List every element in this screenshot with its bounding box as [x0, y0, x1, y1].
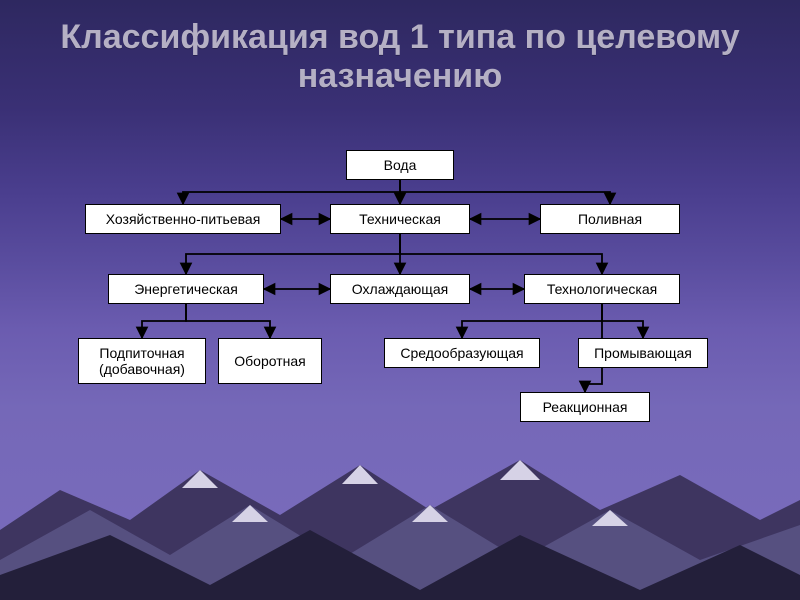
node-podpit: Подпиточная (добавочная) [78, 338, 206, 384]
node-label: Подпиточная (добавочная) [83, 345, 201, 377]
node-oborot: Оборотная [218, 338, 322, 384]
node-hoz: Хозяйственно-питьевая [85, 204, 281, 234]
node-label: Хозяйственно-питьевая [106, 211, 261, 227]
node-label: Энергетическая [134, 281, 238, 297]
node-promy: Промывающая [578, 338, 708, 368]
node-tech: Техническая [330, 204, 470, 234]
node-label: Техническая [359, 211, 441, 227]
node-label: Технологическая [547, 281, 657, 297]
node-energ: Энергетическая [108, 274, 264, 304]
node-label: Средообразующая [400, 345, 523, 361]
node-techno: Технологическая [524, 274, 680, 304]
mountains-decoration [0, 410, 800, 600]
node-sredo: Средообразующая [384, 338, 540, 368]
node-label: Оборотная [234, 353, 305, 369]
node-label: Промывающая [594, 345, 692, 361]
slide: Классификация вод 1 типа по целевому наз… [0, 0, 800, 600]
node-label: Поливная [578, 211, 642, 227]
node-voda: Вода [346, 150, 454, 180]
node-cool: Охлаждающая [330, 274, 470, 304]
node-label: Охлаждающая [352, 281, 448, 297]
node-poliv: Поливная [540, 204, 680, 234]
page-title: Классификация вод 1 типа по целевому наз… [0, 18, 800, 96]
node-label: Вода [384, 157, 417, 173]
